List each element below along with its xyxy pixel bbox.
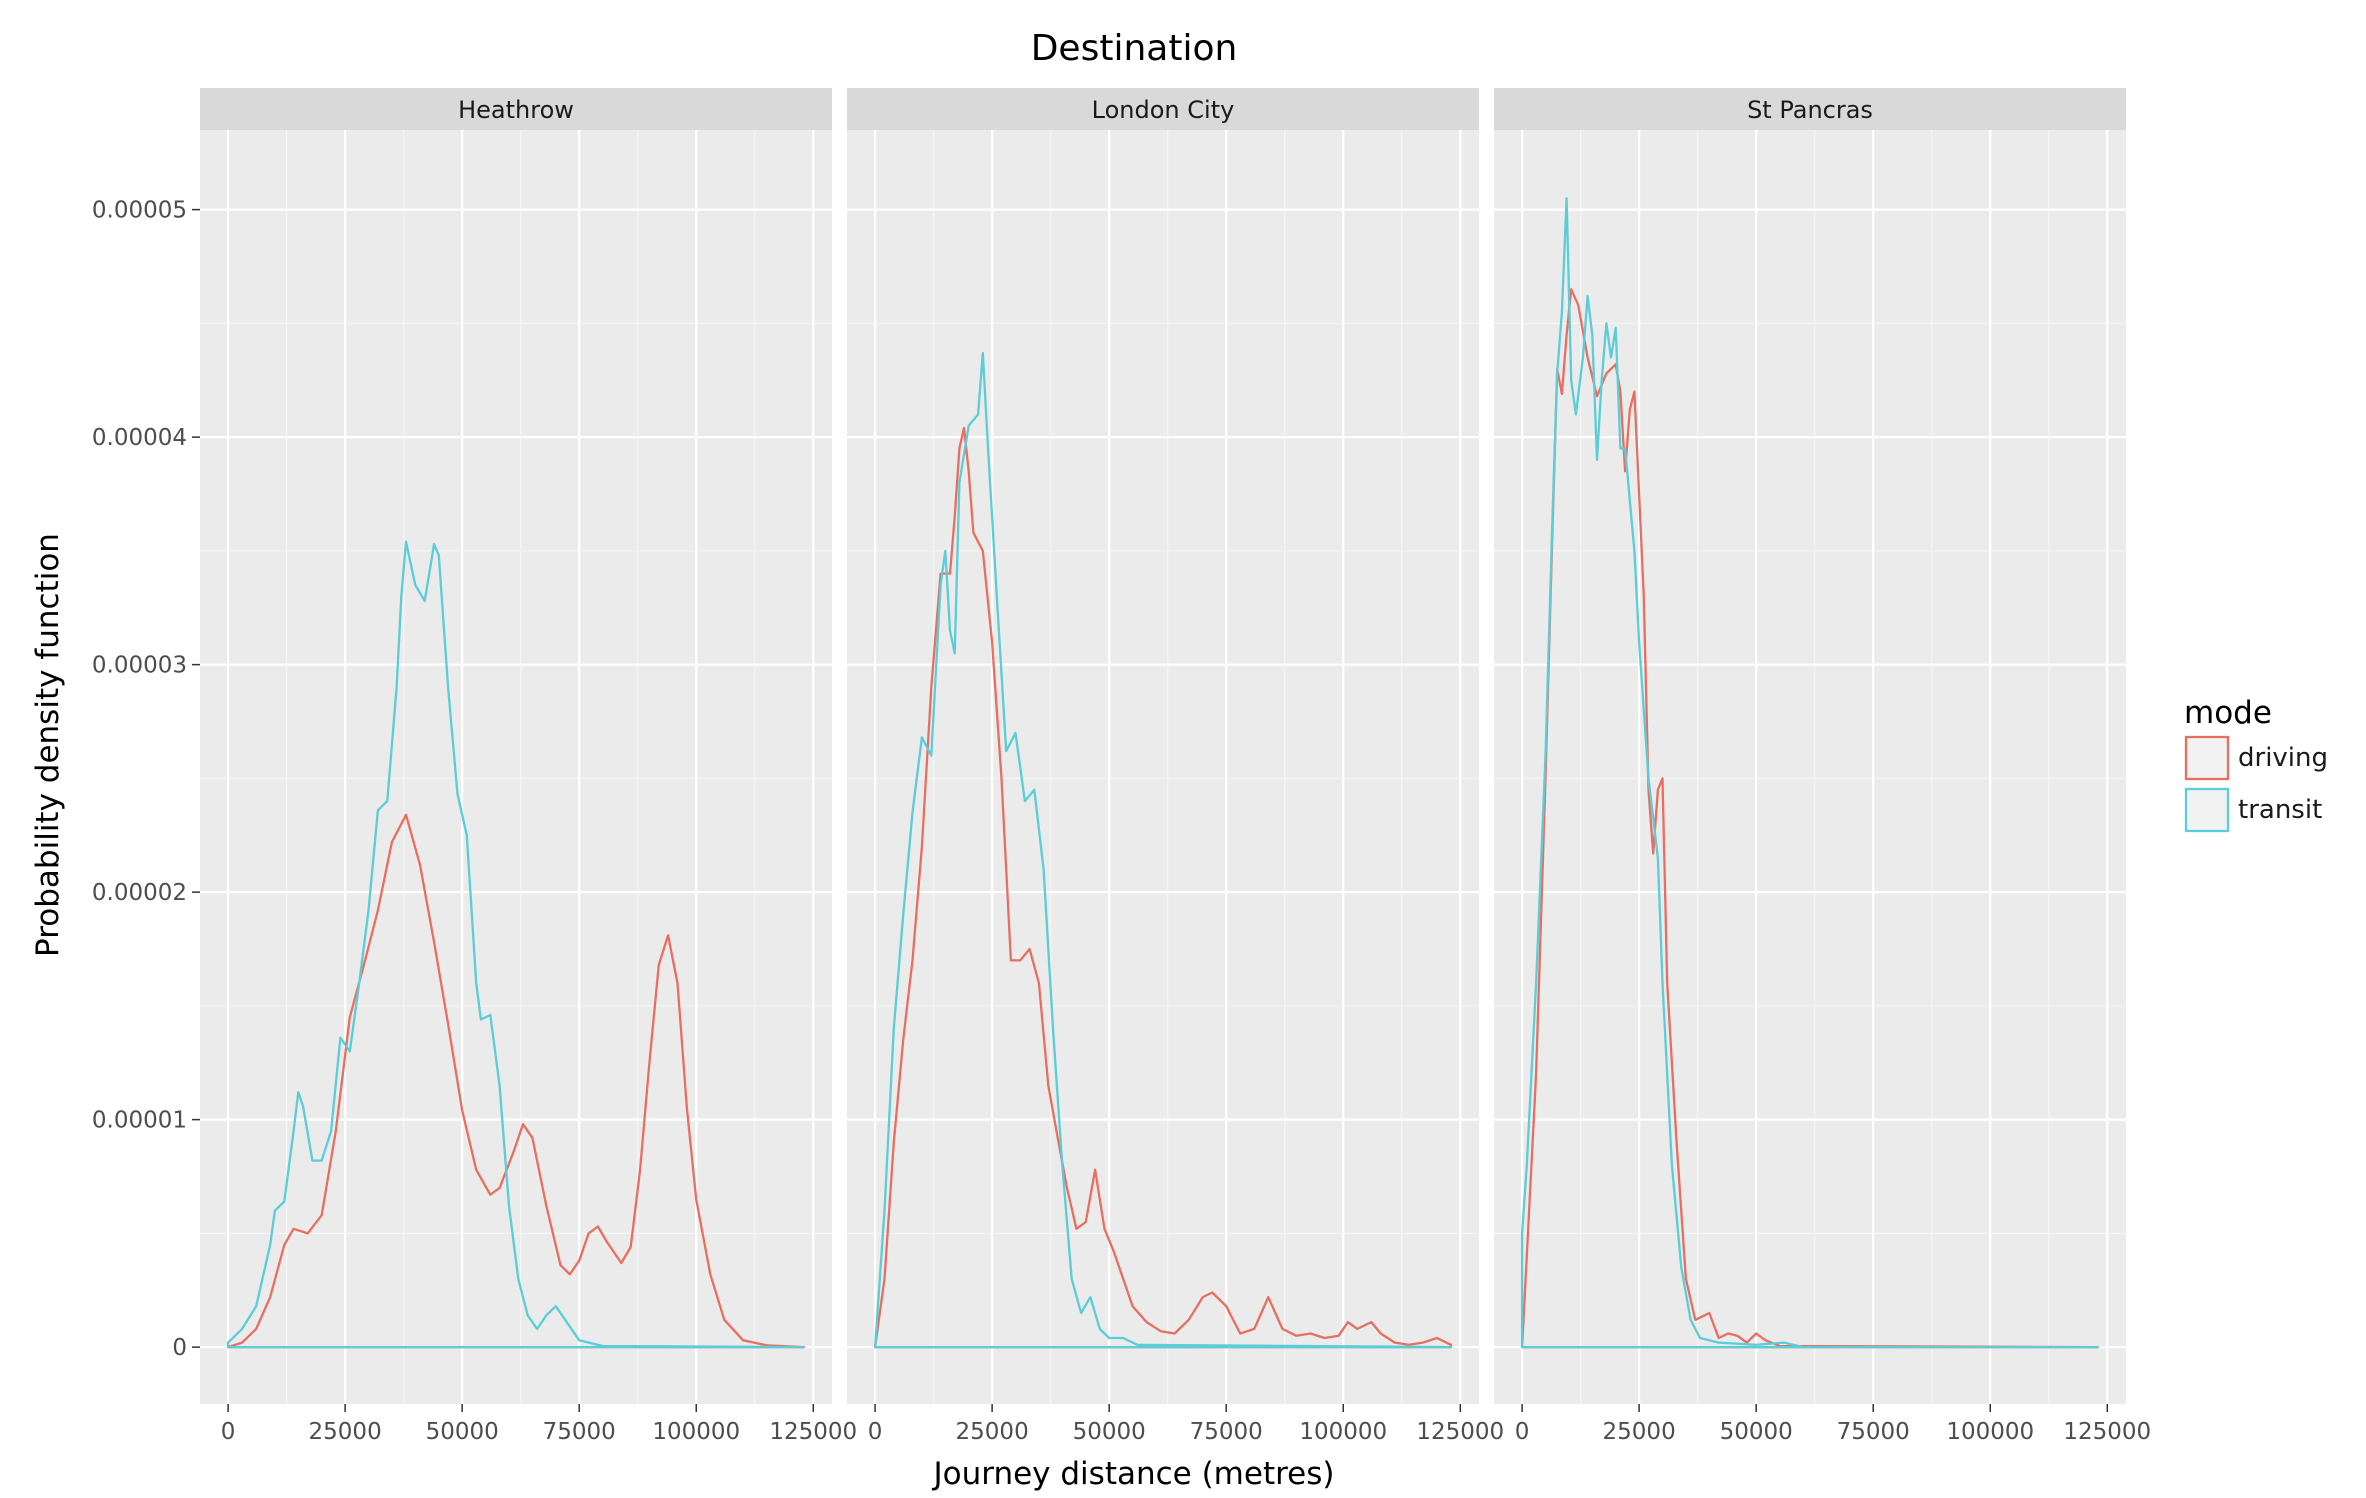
x-tick-label: 25000 <box>309 1419 382 1445</box>
density-line-driving <box>226 813 806 1349</box>
x-tick-label: 125000 <box>2063 1419 2151 1445</box>
x-tick-label: 50000 <box>426 1419 499 1445</box>
density-line-driving <box>873 426 1453 1349</box>
x-tick-label: 0 <box>868 1419 883 1445</box>
x-axis-title: Journey distance (metres) <box>932 1456 1335 1492</box>
x-tick-label: 125000 <box>1416 1419 1504 1445</box>
y-tick-label: 0.00002 <box>92 880 187 906</box>
density-line-transit <box>226 540 806 1349</box>
panel-background <box>847 130 1479 1404</box>
legend-label-driving: driving <box>2238 743 2328 773</box>
legend-label-transit: transit <box>2238 795 2322 825</box>
x-tick-label: 25000 <box>1603 1419 1676 1445</box>
legend-title: mode <box>2184 695 2272 731</box>
density-line-transit <box>873 351 1453 1349</box>
x-tick-label: 50000 <box>1073 1419 1146 1445</box>
x-tick-label: 75000 <box>543 1419 616 1445</box>
legend: mode driving transit <box>2184 695 2328 833</box>
y-tick-label: 0.00005 <box>92 198 187 224</box>
legend-key-driving <box>2184 735 2230 781</box>
x-tick-label: 0 <box>1515 1419 1530 1445</box>
facet-label: Heathrow <box>458 96 574 124</box>
legend-key-transit <box>2184 787 2230 833</box>
x-tick-label: 75000 <box>1190 1419 1263 1445</box>
chart-title: Destination <box>1031 28 1238 69</box>
y-tick-label: 0.00004 <box>92 425 187 451</box>
facet-panel-london-city: London City 0 25000 50000 75000 100000 125000 <box>847 88 1504 1445</box>
x-tick-label: 100000 <box>652 1419 740 1445</box>
y-tick-label: 0.00003 <box>92 653 187 679</box>
facet-strip <box>200 88 832 130</box>
facet-label: St Pancras <box>1747 96 1873 124</box>
x-tick-label: 25000 <box>956 1419 1029 1445</box>
y-axis: 0 0.00001 0.00002 0.00003 0.00004 0.00005 <box>92 198 200 1361</box>
y-tick-label: 0 <box>172 1335 187 1361</box>
facet-label: London City <box>1092 96 1235 124</box>
x-tick-label: 100000 <box>1946 1419 2034 1445</box>
y-tick-label: 0.00001 <box>92 1108 187 1134</box>
density-line-driving <box>1520 288 2100 1349</box>
facet-panel-st-pancras: St Pancras 0 25000 50000 75000 100000 125000 <box>1494 88 2151 1445</box>
x-tick-label: 125000 <box>769 1419 857 1445</box>
density-line-transit <box>1520 197 2100 1349</box>
facet-strip <box>847 88 1479 130</box>
y-axis-title: Probability density function <box>30 533 66 957</box>
facet-panel-heathrow: Heathrow 0 25000 50000 75000 100000 125000 <box>200 88 857 1445</box>
x-tick-label: 75000 <box>1837 1419 1910 1445</box>
panel-background <box>200 130 832 1404</box>
x-tick-label: 0 <box>221 1419 236 1445</box>
x-tick-label: 100000 <box>1299 1419 1387 1445</box>
x-tick-label: 50000 <box>1720 1419 1793 1445</box>
facet-strip <box>1494 88 2126 130</box>
panel-background <box>1494 130 2126 1404</box>
